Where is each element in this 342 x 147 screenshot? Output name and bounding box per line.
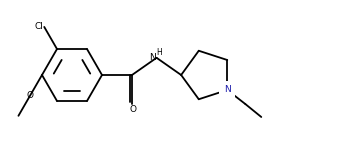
Text: H: H <box>157 48 162 57</box>
Text: N: N <box>149 53 156 62</box>
Text: N: N <box>224 86 231 95</box>
Text: O: O <box>26 91 33 100</box>
Text: O: O <box>130 105 136 113</box>
Text: Cl: Cl <box>35 22 43 31</box>
